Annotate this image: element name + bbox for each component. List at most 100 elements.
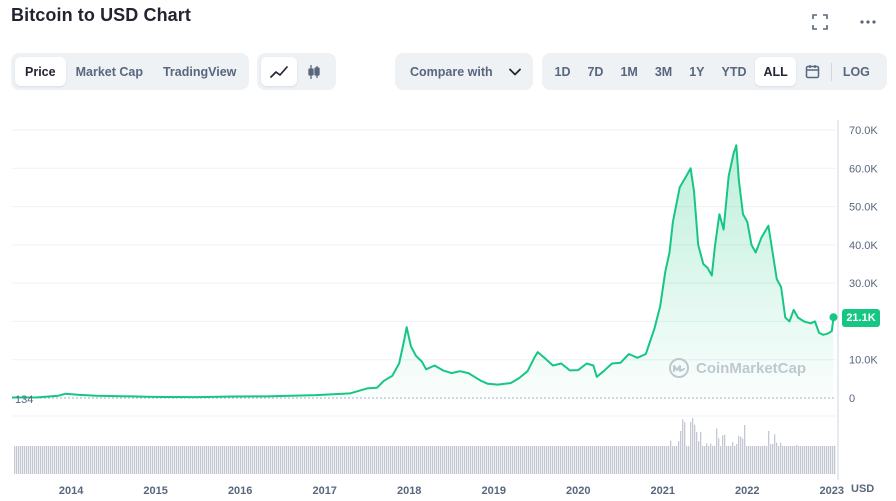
volume-bar [810,446,812,474]
volume-bar [724,434,726,474]
line-chart-icon[interactable] [261,57,297,86]
volume-bar [758,446,760,474]
volume-bar [30,446,32,474]
volume-bar [546,446,548,474]
volume-bar [382,446,384,474]
volume-bar [214,446,216,474]
price-chart[interactable]: 010.0K20.0K30.0K40.0K50.0K60.0K70.0K2014… [0,110,896,501]
volume-bar [760,446,762,474]
volume-bar [518,446,520,474]
tab-market-cap[interactable]: Market Cap [75,64,143,79]
volume-bar [378,446,380,474]
volume-bar [640,446,642,474]
volume-bar [456,446,458,474]
compare-with-dropdown[interactable]: Compare with [395,53,533,90]
volume-bar [62,446,64,474]
volume-bar [576,446,578,474]
volume-bar [386,446,388,474]
volume-bar [168,446,170,474]
volume-bar [592,446,594,474]
log-scale-toggle[interactable]: LOG [842,64,870,79]
volume-bar [338,446,340,474]
volume-bar [28,446,30,474]
volume-bar [322,446,324,474]
volume-bar [484,446,486,474]
page-title: Bitcoin to USD Chart [11,5,191,25]
volume-bar [412,446,414,474]
volume-bar [678,441,680,474]
volume-bar [656,446,658,474]
y-tick-label: 0 [849,393,855,405]
volume-bar [154,446,156,474]
volume-bar [402,446,404,474]
volume-bar [422,446,424,474]
volume-bar [354,446,356,474]
fullscreen-icon[interactable] [808,10,832,34]
volume-bar [502,446,504,474]
volume-bar [480,446,482,474]
more-icon[interactable] [856,10,880,34]
volume-bar [786,446,788,474]
volume-bar [176,446,178,474]
volume-bar [822,446,824,474]
volume-bar [536,446,538,474]
volume-bar [628,446,630,474]
volume-bar [568,446,570,474]
tab-price[interactable]: Price [15,57,66,86]
range-1y[interactable]: 1Y [689,64,705,79]
volume-bar [770,444,772,474]
volume-bar [768,430,770,474]
coinmarketcap-watermark: CoinMarketCap [668,357,806,379]
volume-bar [372,446,374,474]
volume-bar [254,446,256,474]
volume-bar [240,446,242,474]
volume-bar [184,446,186,474]
volume-bar [46,446,48,474]
volume-bar [556,446,558,474]
volume-bar [188,446,190,474]
volume-bar [320,446,322,474]
volume-bar [706,443,708,474]
volume-bar [274,446,276,474]
volume-bar [522,446,524,474]
range-3m[interactable]: 3M [654,64,673,79]
range-1d[interactable]: 1D [554,64,571,79]
volume-bar [638,446,640,474]
volume-bar [244,446,246,474]
volume-bar [578,446,580,474]
volume-bar [816,446,818,474]
volume-bar [800,446,802,474]
volume-bar [560,446,562,474]
range-ytd[interactable]: YTD [721,64,747,79]
candlestick-icon[interactable] [297,57,331,86]
volume-bar [450,446,452,474]
volume-bar [524,446,526,474]
volume-bar [828,446,830,474]
range-7d[interactable]: 7D [587,64,604,79]
volume-bar [150,446,152,474]
volume-bar [428,446,430,474]
volume-bar [388,446,390,474]
y-tick-label: 50.0K [849,202,878,214]
volume-bar [584,446,586,474]
range-1m[interactable]: 1M [620,64,638,79]
volume-bar [430,446,432,474]
range-all[interactable]: ALL [755,57,797,86]
volume-bar [632,446,634,474]
volume-bar [126,446,128,474]
volume-bar [208,446,210,474]
volume-bar [190,446,192,474]
current-price-badge: 21.1K [842,309,880,327]
tab-tradingview[interactable]: TradingView [162,64,237,79]
volume-bar [646,446,648,474]
y-tick-label: 70.0K [849,125,878,137]
volume-bar [356,446,358,474]
volume-bar [252,446,254,474]
volume-bar [104,446,106,474]
volume-bar [652,446,654,474]
calendar-icon[interactable] [796,57,829,86]
volume-bar [292,446,294,474]
x-tick-label: 2019 [481,485,505,497]
volume-bar [590,446,592,474]
volume-bar [690,421,692,474]
